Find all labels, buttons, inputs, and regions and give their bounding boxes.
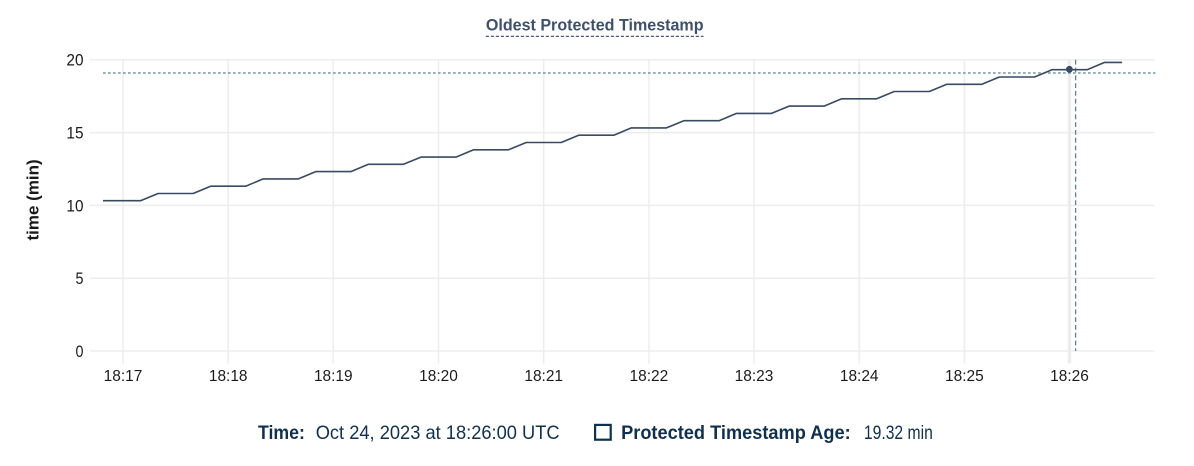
svg-text:18:25: 18:25	[945, 368, 984, 385]
svg-text:0: 0	[76, 343, 84, 361]
svg-text:5: 5	[76, 270, 84, 288]
svg-text:Oct 24, 2023 at 18:26:00 UTC: Oct 24, 2023 at 18:26:00 UTC	[316, 422, 560, 444]
svg-text:18:23: 18:23	[735, 368, 774, 385]
svg-text:18:26: 18:26	[1050, 368, 1089, 385]
svg-text:18:18: 18:18	[209, 368, 248, 385]
svg-text:18:19: 18:19	[314, 368, 353, 385]
svg-text:Time:: Time:	[258, 422, 305, 444]
svg-text:19.32 min: 19.32 min	[864, 422, 933, 444]
svg-text:time (min): time (min)	[25, 159, 43, 240]
svg-text:10: 10	[66, 197, 83, 215]
svg-text:Oldest Protected Timestamp: Oldest Protected Timestamp	[486, 15, 704, 34]
svg-text:18:24: 18:24	[840, 368, 879, 385]
svg-text:18:22: 18:22	[630, 368, 669, 385]
svg-text:18:20: 18:20	[419, 368, 458, 385]
svg-text:Protected Timestamp Age:: Protected Timestamp Age:	[621, 422, 851, 444]
svg-text:15: 15	[66, 125, 83, 143]
svg-text:20: 20	[66, 52, 83, 70]
svg-text:18:17: 18:17	[104, 368, 143, 385]
svg-text:18:21: 18:21	[524, 368, 563, 385]
